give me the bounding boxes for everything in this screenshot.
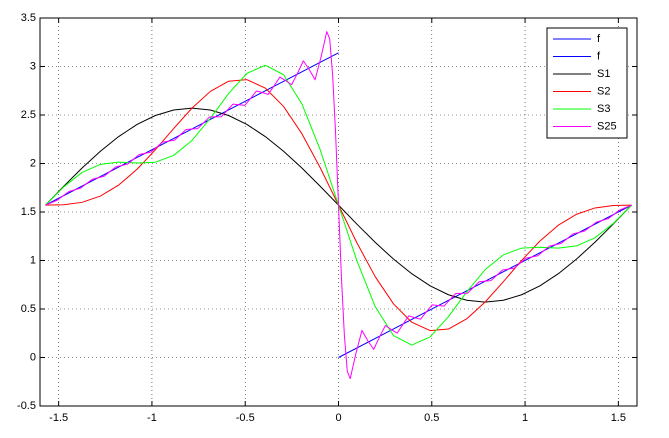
y-tick-label: 3 <box>30 60 36 72</box>
legend-label: S25 <box>597 120 617 132</box>
y-tick-label: 0.5 <box>21 303 36 315</box>
x-tick-label: 1.5 <box>611 412 626 424</box>
y-tick-label: -0.5 <box>17 400 36 412</box>
x-tick-label: 1 <box>522 412 528 424</box>
ticks: -0.5 0 0.5 1 1.5 2 2.5 3 3.5 -1.5 -1 -0.5 0 0.5 1 1.5 <box>17 12 637 424</box>
x-tick-label: 0 <box>335 412 341 424</box>
legend-box <box>546 27 628 139</box>
legend-label: f <box>597 33 601 45</box>
legend-label: S2 <box>597 85 610 97</box>
plot-lines <box>45 31 632 380</box>
y-tick-label: 0 <box>30 351 36 363</box>
legend-label: S3 <box>597 103 610 115</box>
y-tick-label: 2.5 <box>21 109 36 121</box>
x-tick-label: -1 <box>147 412 157 424</box>
series-line <box>45 31 632 380</box>
y-tick-label: 2 <box>30 157 36 169</box>
x-tick-label: -1.5 <box>49 412 68 424</box>
x-tick-label: 0.5 <box>424 412 439 424</box>
x-tick-label: -0.5 <box>236 412 255 424</box>
y-tick-label: 1.5 <box>21 206 36 218</box>
y-tick-label: 3.5 <box>21 12 36 24</box>
y-tick-label: 1 <box>30 254 36 266</box>
legend-label: S1 <box>597 68 610 80</box>
legend: ff S1 S2 S3 S25 <box>546 27 628 139</box>
legend-label: f <box>597 50 601 62</box>
